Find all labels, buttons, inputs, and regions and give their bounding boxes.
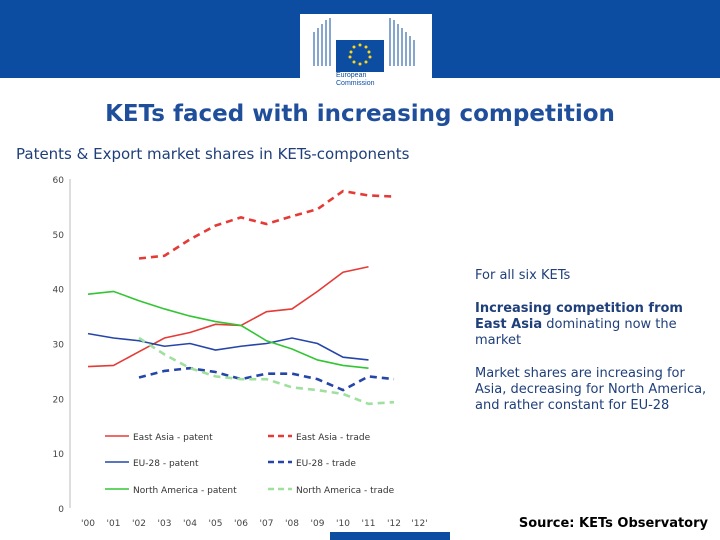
legend-label: EU-28 - patent (133, 459, 199, 469)
x-tick-label: '06 (234, 519, 248, 529)
x-tick-label: '03 (158, 519, 172, 529)
x-tick-label: '12' (411, 519, 427, 529)
y-tick-label: 0 (58, 505, 64, 515)
footer-strip (330, 532, 450, 540)
series-line-north-america-trade (138, 336, 395, 406)
series-line-eu-28-patent (87, 332, 369, 361)
x-tick-label: '04 (183, 519, 197, 529)
legend-label: North America - patent (133, 486, 237, 496)
y-tick-label: 60 (53, 176, 65, 186)
series-line-east-asia-trade (138, 189, 395, 260)
x-tick-label: '11 (362, 519, 376, 529)
y-tick-label: 30 (53, 341, 65, 351)
legend-label: East Asia - trade (296, 433, 371, 443)
series-line-north-america-patent (87, 290, 369, 369)
y-tick-label: 10 (53, 450, 65, 460)
legend-label: EU-28 - trade (296, 459, 356, 469)
x-tick-label: '02 (132, 519, 146, 529)
series-line-east-asia-patent (87, 265, 369, 368)
notes-panel: For all six KETs Increasing competition … (475, 268, 715, 431)
x-tick-label: '09 (311, 519, 325, 529)
x-tick-label: '00 (81, 519, 95, 529)
european-commission-logo: European Commission (300, 14, 432, 102)
x-tick-label: '10 (336, 519, 350, 529)
logo-text-commission: Commission (336, 80, 375, 87)
logo-graphic-icon (313, 18, 415, 72)
legend-label: North America - trade (296, 486, 395, 496)
x-tick-label: '07 (260, 519, 274, 529)
series-line-eu-28-trade (138, 366, 395, 392)
note-competition-rest: dominating now the market (475, 317, 677, 348)
x-tick-label: '01 (107, 519, 121, 529)
note-competition-bold: Increasing competition from East Asia (475, 301, 683, 332)
legend-label: East Asia - patent (133, 433, 213, 443)
y-tick-label: 20 (53, 395, 65, 405)
logo-text-european: European (336, 72, 367, 79)
market-share-chart: 0 10 20 30 40 50 60 '00 '01 '02 '03 '04 '05 '06 '07 '08… (53, 176, 428, 529)
x-tick-label: '05 (209, 519, 223, 529)
y-tick-label: 50 (53, 231, 65, 241)
y-tick-label: 40 (53, 286, 65, 296)
x-tick-label: '08 (285, 519, 299, 529)
slide-subtitle: Patents & Export market shares in KETs-c… (16, 145, 410, 163)
note-all-kets: For all six KETs (475, 268, 571, 283)
note-market-shares: Market shares are increasing for Asia, d… (475, 366, 707, 413)
source-credit: Source: KETs Observatory (518, 516, 708, 531)
slide-title: KETs faced with increasing competition (105, 101, 615, 127)
note-competition: Increasing competition from East Asia do… (475, 301, 715, 349)
x-tick-label: '12 (387, 519, 401, 529)
